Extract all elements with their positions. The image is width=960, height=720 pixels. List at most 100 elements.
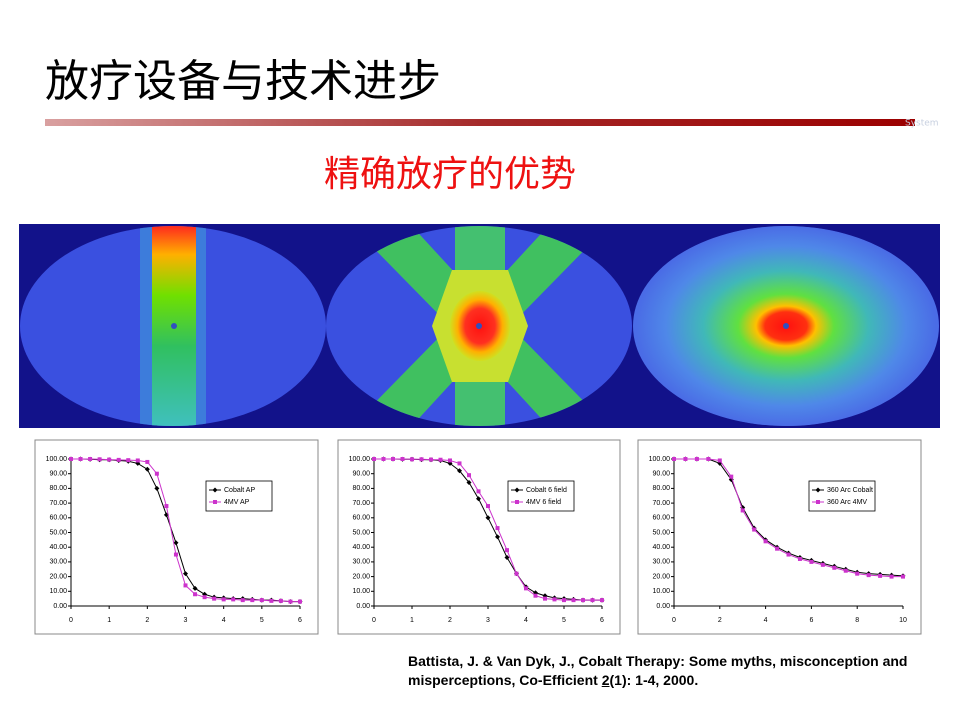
point xyxy=(775,546,780,551)
chart: 0.00 10.00 20.00 30.00 40.00 50.00 60.00 70.00 8… xyxy=(337,439,621,635)
brand-mark: System xyxy=(905,119,939,129)
x-tick-label: 6 xyxy=(809,617,813,624)
point xyxy=(466,480,472,486)
y-tick-label: 100.00 xyxy=(349,456,371,463)
point xyxy=(135,458,140,463)
point xyxy=(524,586,528,591)
point xyxy=(410,457,414,462)
point xyxy=(504,554,510,560)
point xyxy=(457,468,462,474)
legend-marker xyxy=(816,500,820,504)
point xyxy=(164,504,169,509)
point xyxy=(88,457,93,461)
y-tick-label: 50.00 xyxy=(652,529,670,536)
x-tick-label: 2 xyxy=(145,617,149,624)
y-tick-label: 10.00 xyxy=(652,588,670,595)
point xyxy=(419,457,424,462)
citation-text: (1): 1-4, 2000. xyxy=(609,672,699,688)
point xyxy=(381,457,386,461)
x-tick-label: 3 xyxy=(184,617,188,624)
point xyxy=(429,457,433,462)
point xyxy=(485,515,491,521)
point xyxy=(820,562,825,567)
x-tick-label: 4 xyxy=(222,617,226,624)
point xyxy=(298,599,302,604)
point xyxy=(729,474,734,479)
point xyxy=(240,598,245,603)
chart-frame xyxy=(637,439,922,635)
point xyxy=(543,596,547,601)
legend-label: 4MV AP xyxy=(224,499,250,506)
point xyxy=(694,457,699,461)
y-tick-label: 60.00 xyxy=(352,515,370,522)
x-tick-label: 5 xyxy=(562,617,566,624)
legend-label: Cobalt AP xyxy=(224,487,255,494)
point xyxy=(533,593,538,598)
y-tick-label: 30.00 xyxy=(652,559,670,566)
x-tick-label: 1 xyxy=(410,617,414,624)
y-tick-label: 70.00 xyxy=(49,500,67,507)
y-tick-label: 100.00 xyxy=(46,456,68,463)
chart: 0.00 10.00 20.00 30.00 40.00 50.00 60.00 70.00 8… xyxy=(637,439,922,635)
y-tick-label: 90.00 xyxy=(652,471,670,478)
x-tick-label: 6 xyxy=(298,617,302,624)
point xyxy=(278,598,283,603)
y-tick-label: 70.00 xyxy=(652,500,670,507)
y-tick-label: 50.00 xyxy=(49,529,67,536)
point xyxy=(259,598,264,603)
dose-image-arc xyxy=(633,224,940,428)
point xyxy=(740,508,745,513)
point xyxy=(855,571,860,576)
point xyxy=(231,597,236,602)
point xyxy=(495,526,500,531)
y-tick-label: 90.00 xyxy=(49,471,67,478)
point xyxy=(672,457,676,461)
y-tick-label: 80.00 xyxy=(352,485,370,492)
point xyxy=(581,598,585,603)
citation-volume: 2 xyxy=(601,672,610,688)
point xyxy=(590,598,595,603)
point xyxy=(486,504,490,509)
point xyxy=(457,461,462,466)
x-tick-label: 8 xyxy=(855,617,859,624)
point xyxy=(269,598,274,603)
y-tick-label: 10.00 xyxy=(49,588,67,595)
point xyxy=(183,571,188,577)
x-tick-label: 5 xyxy=(260,617,264,624)
point xyxy=(391,457,395,461)
x-tick-label: 6 xyxy=(600,617,604,624)
x-tick-label: 4 xyxy=(764,617,768,624)
point xyxy=(683,457,688,461)
slide-title: 放疗设备与技术进步 xyxy=(45,56,441,107)
point xyxy=(889,574,894,579)
y-tick-label: 60.00 xyxy=(49,515,67,522)
point xyxy=(183,583,188,588)
y-tick-label: 100.00 xyxy=(649,456,671,463)
legend-box xyxy=(808,480,876,512)
point xyxy=(145,459,150,464)
point xyxy=(97,457,102,462)
y-tick-label: 20.00 xyxy=(652,573,670,580)
point xyxy=(752,527,757,532)
point xyxy=(843,568,848,573)
chart: 0.00 10.00 20.00 30.00 40.00 50.00 60.00 70.00 8… xyxy=(34,439,319,635)
point xyxy=(562,598,566,603)
title-rule xyxy=(45,119,915,126)
y-tick-label: 50.00 xyxy=(352,529,370,536)
point xyxy=(173,552,178,557)
citation-text: Battista, J. & Van Dyk, J., Cobalt Thera… xyxy=(408,653,908,688)
dose-image-ap xyxy=(19,224,326,428)
point xyxy=(514,571,519,576)
point xyxy=(866,573,871,578)
legend-label: 360 Arc 4MV xyxy=(827,499,867,506)
point xyxy=(786,552,791,557)
legend-marker xyxy=(212,487,218,493)
point xyxy=(706,457,711,461)
point xyxy=(763,539,768,544)
y-tick-label: 40.00 xyxy=(352,544,370,551)
legend-marker xyxy=(515,500,519,504)
point xyxy=(202,595,207,600)
x-tick-label: 2 xyxy=(718,617,722,624)
x-tick-label: 10 xyxy=(899,617,907,624)
